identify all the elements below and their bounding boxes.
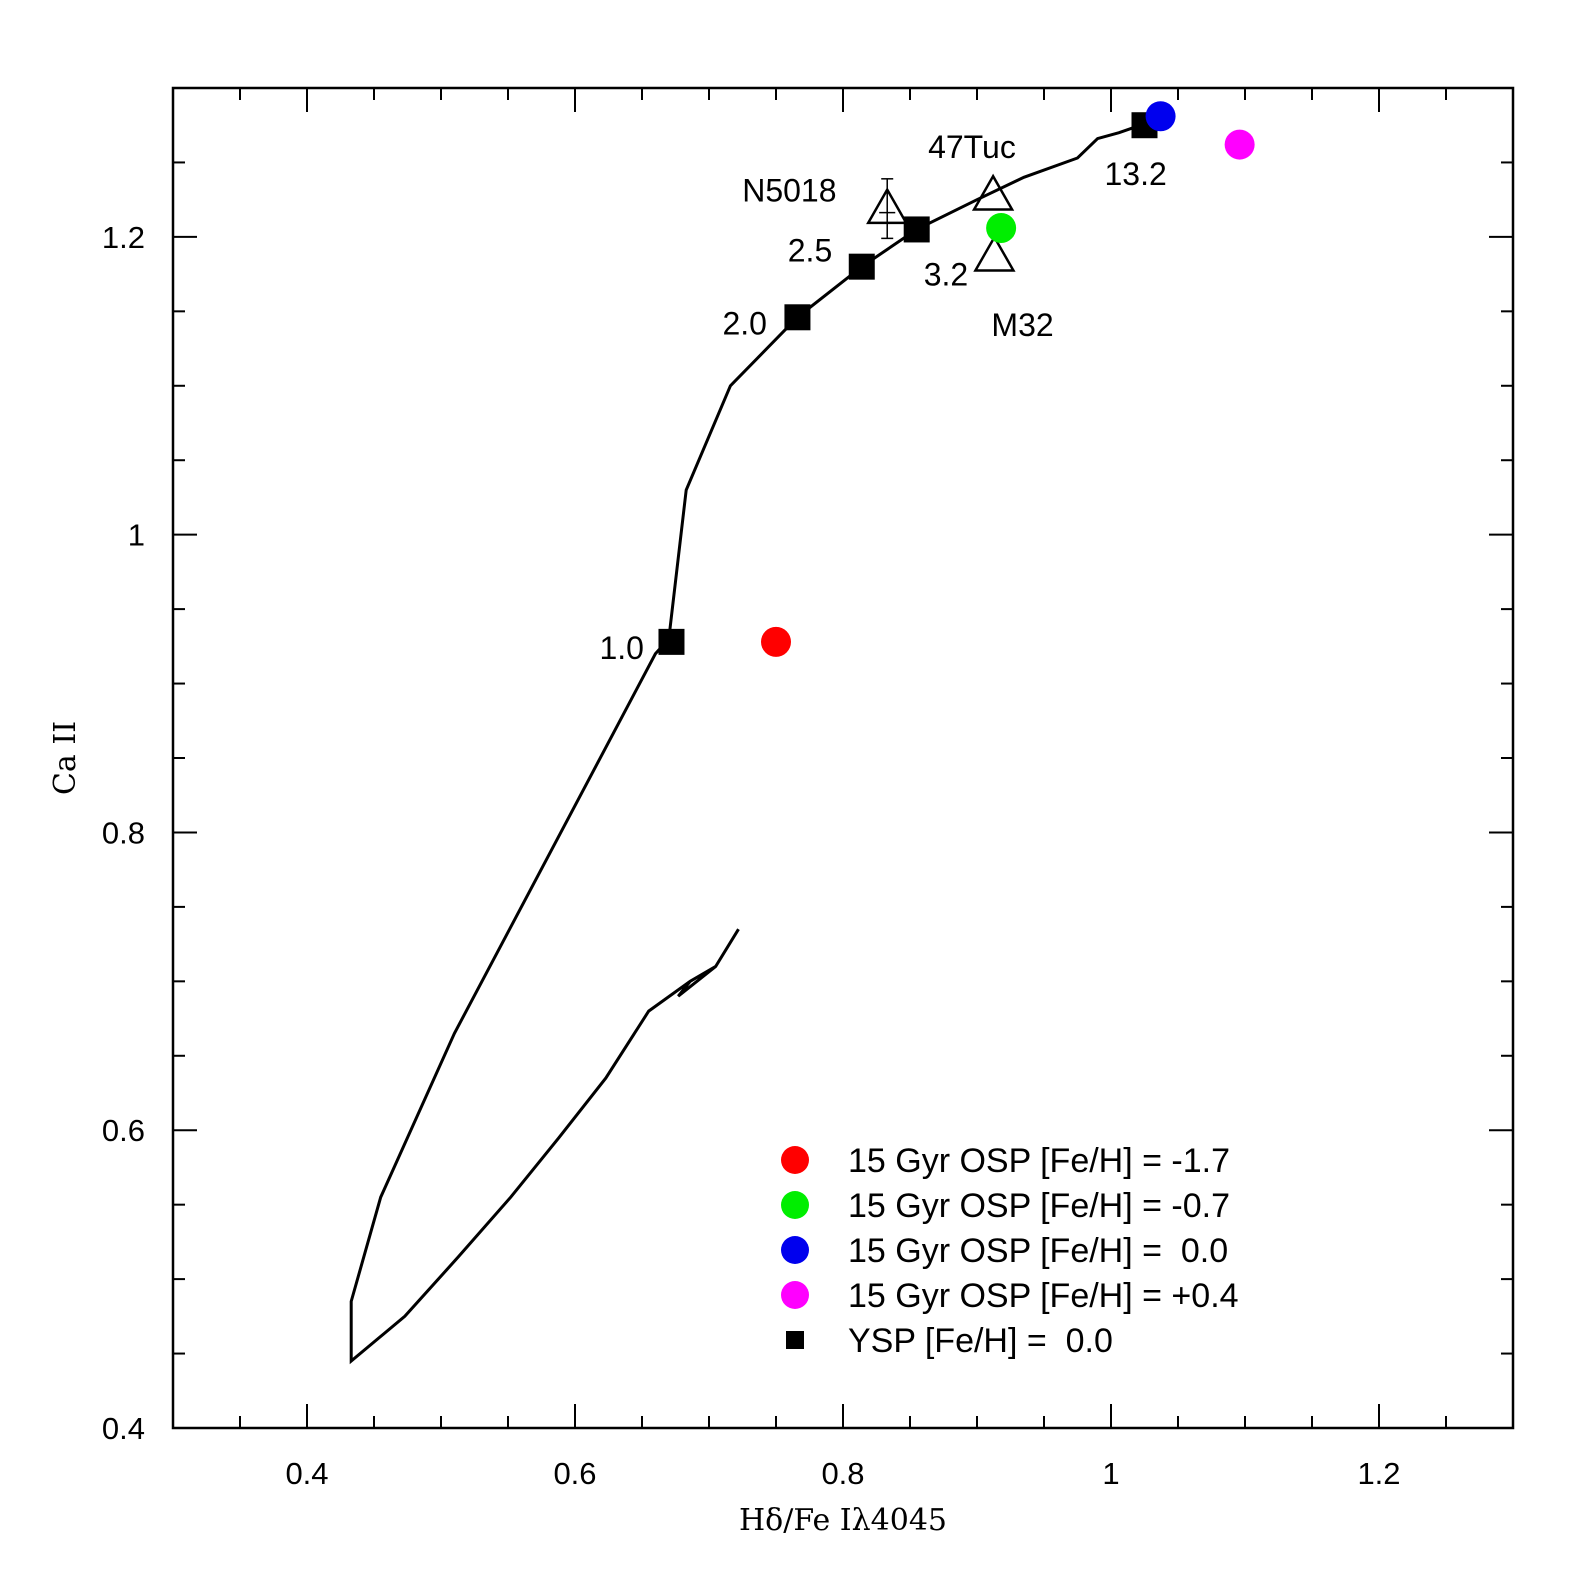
age-label: 2.0: [722, 305, 766, 341]
legend-marker-circle: [781, 1191, 809, 1219]
cluster-label: 47Tuc: [928, 129, 1016, 165]
ysp-points-layer: [658, 112, 1158, 655]
cluster-label: M32: [991, 307, 1053, 343]
legend-marker-circle: [781, 1146, 809, 1174]
age-label: 13.2: [1105, 156, 1167, 192]
y-axis-label: Ca II: [48, 721, 83, 795]
legend-marker-circle: [781, 1281, 809, 1309]
x-tick-labels: 0.4 0.6 0.8 1 1.2: [285, 1456, 1400, 1491]
y-tick-labels: 0.4 0.6 0.8 1 1.2: [102, 220, 145, 1446]
ysp-square: [848, 253, 875, 280]
osp-circle: [1145, 101, 1176, 132]
age-label: 2.5: [788, 233, 832, 269]
x-tick-label: 0.6: [553, 1456, 596, 1491]
legend-marker-circle: [781, 1236, 809, 1264]
x-tick-label: 0.4: [285, 1456, 328, 1491]
cluster-triangle-47tuc: [971, 173, 1015, 211]
minor-ticks: [173, 88, 1513, 1428]
x-tick-label: 0.8: [821, 1456, 864, 1491]
x-tick-label: 1: [1102, 1456, 1119, 1491]
osp-circle: [1224, 129, 1255, 160]
legend-label: 15 Gyr OSP [Fe/H] = 0.0: [848, 1232, 1228, 1270]
ysp-track-line: [349, 123, 1141, 1365]
annotation-layer: 1.0 2.0 2.5 3.2 13.2 47Tuc M32 N5018: [599, 129, 1166, 666]
ysp-square: [658, 628, 685, 655]
y-tick-label: 1.2: [102, 220, 145, 255]
legend: 15 Gyr OSP [Fe/H] = -1.7 15 Gyr OSP [Fe/H…: [781, 1142, 1239, 1360]
plot-frame: [171, 86, 1515, 1430]
legend-label: 15 Gyr OSP [Fe/H] = +0.4: [848, 1277, 1239, 1315]
legend-label: 15 Gyr OSP [Fe/H] = -0.7: [848, 1187, 1230, 1225]
legend-marker-square: [786, 1331, 804, 1349]
x-tick-label: 1.2: [1357, 1456, 1400, 1491]
legend-label: 15 Gyr OSP [Fe/H] = -1.7: [848, 1142, 1230, 1180]
ysp-square: [903, 216, 930, 243]
cluster-triangle-n5018: [866, 187, 909, 225]
ysp-square: [784, 304, 811, 331]
y-tick-label: 0.6: [102, 1113, 145, 1148]
age-label: 3.2: [924, 256, 968, 292]
cluster-triangle-m32: [973, 234, 1016, 272]
y-tick-label: 0.8: [102, 815, 145, 850]
osp-points-layer: [761, 101, 1255, 657]
major-ticks: [173, 88, 1513, 1428]
cluster-layer: [866, 173, 1016, 272]
legend-label: YSP [Fe/H] = 0.0: [848, 1322, 1113, 1360]
osp-circle: [761, 626, 791, 657]
osp-circle: [986, 212, 1017, 243]
x-axis-label: Hδ/Fe Iλ4045: [739, 1503, 947, 1538]
age-label: 1.0: [599, 630, 643, 666]
y-tick-label: 0.4: [102, 1411, 145, 1446]
y-tick-label: 1: [128, 518, 145, 553]
ysp-track-layer: [349, 123, 1141, 1365]
cluster-label: N5018: [742, 173, 836, 209]
